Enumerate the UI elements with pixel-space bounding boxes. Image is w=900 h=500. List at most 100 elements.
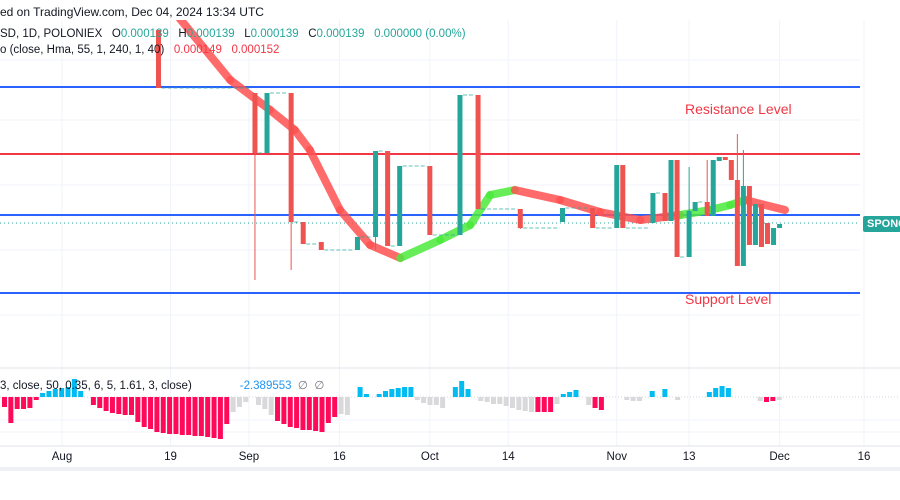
oscillator-bar	[395, 388, 401, 397]
oscillator-bar	[275, 397, 281, 421]
oscillator-bar	[725, 388, 731, 397]
candle-down	[590, 208, 596, 228]
candle-down	[746, 186, 752, 245]
oscillator-bar	[592, 397, 598, 408]
oscillator-bar	[27, 397, 33, 408]
candle-up	[397, 166, 403, 246]
na-value-1: ∅	[297, 380, 308, 392]
candle-down	[288, 93, 294, 222]
candle-down	[722, 157, 728, 160]
oscillator-bar	[198, 397, 204, 436]
bottom-bar	[0, 467, 900, 471]
hma-segment	[305, 146, 344, 214]
hma-segment	[396, 236, 445, 262]
oscillator-bar	[497, 397, 503, 404]
oscillator-bar	[300, 397, 306, 430]
oscillator-bar	[624, 397, 630, 400]
oscillator-bar	[40, 393, 46, 397]
hma-segment	[290, 126, 314, 154]
oscillator-bar	[33, 397, 39, 400]
oscillator-bar	[211, 397, 217, 438]
symbol-label[interactable]: SD, 1D, POLONIEX	[0, 28, 103, 40]
oscillator-bar	[776, 397, 782, 400]
oscillator-legend: 3, close, 50, 0.35, 6, 5, 1.61, 3, close…	[0, 378, 324, 392]
oscillator-bar	[135, 397, 141, 422]
high-label: H	[178, 28, 187, 40]
oscillator-bar	[567, 392, 573, 397]
hma-segment	[366, 241, 405, 262]
x-tick-label: Nov	[606, 451, 627, 463]
oscillator-bar	[97, 397, 103, 408]
x-tick-label: 19	[164, 451, 177, 463]
oscillator-bar	[490, 397, 496, 404]
candle-up	[614, 165, 620, 228]
hma-value-2: 0.000152	[231, 44, 280, 56]
candle-up	[457, 95, 463, 235]
oscillator-bar	[256, 397, 261, 405]
candle-down	[620, 165, 626, 228]
oscillator-label[interactable]: 3, close, 50, 0.35, 6, 5, 1.61, 3, close…	[0, 380, 192, 392]
oscillator-bar	[325, 397, 331, 423]
oscillator-bar	[230, 397, 236, 412]
oscillator-bar	[21, 397, 27, 409]
hma-indicator-label[interactable]: o (close, Hma, 55, 1, 240, 1, 40)	[0, 44, 165, 56]
oscillator-bar	[268, 397, 274, 415]
oscillator-bar	[535, 397, 541, 412]
na-value-2: ∅	[314, 380, 325, 392]
oscillator-bar	[14, 397, 20, 409]
oscillator-bar	[281, 397, 287, 424]
oscillator-bar	[630, 397, 636, 401]
oscillator-bar	[167, 397, 173, 434]
candle-down	[765, 223, 771, 244]
oscillator-bar	[440, 397, 446, 408]
oscillator-bar	[109, 397, 115, 413]
oscillator-bar	[465, 389, 471, 397]
hma-segment	[486, 186, 519, 199]
oscillator-bar	[141, 397, 147, 427]
oscillator-bar	[217, 397, 223, 439]
oscillator-value: -2.389553	[239, 380, 292, 392]
x-tick-label: Aug	[51, 451, 73, 463]
oscillator-bar	[383, 391, 388, 397]
oscillator-bar	[478, 397, 484, 401]
oscillator-bar	[294, 397, 300, 428]
x-tick-label: Dec	[769, 451, 790, 463]
candle-down	[155, 30, 161, 88]
hma-segment	[226, 76, 275, 114]
oscillator-bar	[90, 397, 96, 405]
oscillator-bar	[148, 397, 154, 429]
oscillator-bar	[484, 397, 490, 402]
hma-segment	[595, 208, 645, 224]
candle-down	[662, 193, 668, 221]
oscillator-bar	[78, 391, 84, 397]
oscillator-bar	[560, 394, 566, 397]
oscillator-bar	[516, 397, 522, 410]
candle-down	[704, 202, 710, 216]
support-level-label: Support Level	[685, 291, 772, 307]
candle-up	[559, 208, 565, 222]
oscillator-bar	[192, 397, 198, 436]
oscillator-bar	[713, 388, 719, 397]
close-label: C	[308, 28, 317, 40]
hma-value-1: 0.000149	[173, 44, 222, 56]
candle-up	[710, 160, 716, 216]
oscillator-bar	[65, 387, 71, 397]
oscillator-bar	[116, 397, 122, 414]
oscillator-bar	[344, 397, 350, 415]
oscillator-bar	[719, 386, 725, 397]
oscillator-bar	[160, 397, 166, 433]
published-header: ed on TradingView.com, Dec 04, 2024 13:3…	[0, 5, 264, 19]
x-tick-label: 16	[332, 451, 346, 463]
change-value: 0.000000 (0.00%)	[374, 28, 466, 40]
oscillator-bar	[319, 397, 325, 432]
oscillator-bar	[637, 397, 642, 401]
close-value: 0.000139	[316, 28, 365, 40]
candle-up	[354, 237, 360, 250]
candle-up	[716, 157, 722, 161]
x-tick-label: 14	[501, 451, 515, 463]
oscillator-bar	[306, 397, 312, 430]
candle-up	[692, 202, 698, 211]
oscillator-bar	[675, 397, 681, 400]
candle-up	[650, 193, 656, 223]
